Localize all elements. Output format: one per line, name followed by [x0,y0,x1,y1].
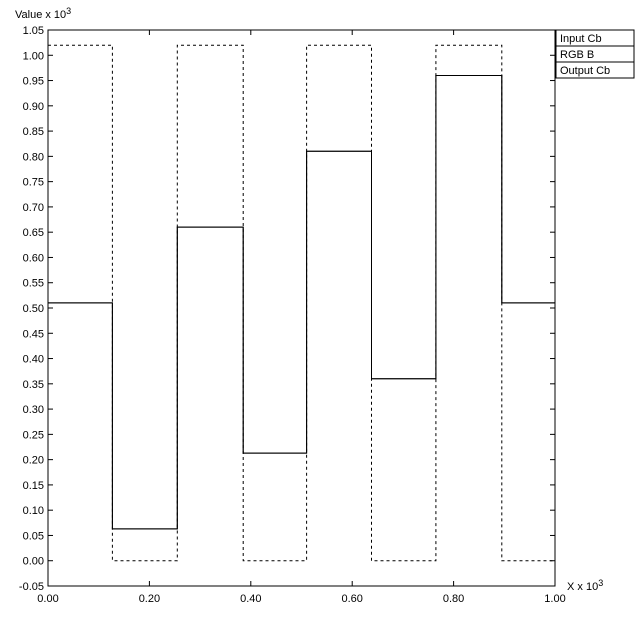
ytick-label: 0.25 [23,429,44,441]
series-input-cb [48,76,555,529]
ytick-label: 0.35 [23,379,44,391]
ytick-label: 0.55 [23,278,44,290]
ytick-label: 0.80 [23,151,44,163]
ytick-label: 0.50 [23,303,44,315]
xtick-label: 1.00 [544,593,565,605]
series-output-cb [48,76,555,529]
ytick-label: 0.40 [23,354,44,366]
ytick-label: 0.10 [23,505,44,517]
ytick-label: 0.65 [23,227,44,239]
xtick-label: 0.60 [341,593,362,605]
ytick-label: 0.05 [23,530,44,542]
ytick-label: -0.05 [19,581,44,593]
ytick-label: 0.95 [23,76,44,88]
legend-label: Output Cb [560,65,610,77]
ytick-label: 0.45 [23,328,44,340]
xtick-label: 0.40 [240,593,261,605]
ytick-label: 1.05 [23,25,44,37]
xtick-label: 0.20 [139,593,160,605]
ytick-label: 0.70 [23,202,44,214]
legend-label: Input Cb [560,33,602,45]
ylabel: Value x 103 [15,6,71,21]
xtick-label: 0.80 [443,593,464,605]
chart-container: -0.050.000.050.100.150.200.250.300.350.4… [0,0,637,635]
series-rgb-b [48,45,555,561]
ytick-label: 0.15 [23,480,44,492]
xtick-label: 0.00 [37,593,58,605]
ytick-label: 0.00 [23,556,44,568]
legend-label: RGB B [560,49,594,61]
ytick-label: 0.20 [23,455,44,467]
ytick-label: 0.75 [23,177,44,189]
xlabel: X x 103 [567,578,603,593]
ytick-label: 0.30 [23,404,44,416]
ytick-label: 0.85 [23,126,44,138]
plot-border [48,30,555,586]
ytick-label: 0.60 [23,252,44,264]
ytick-label: 0.90 [23,101,44,113]
ytick-label: 1.00 [23,50,44,62]
line-chart: -0.050.000.050.100.150.200.250.300.350.4… [0,0,637,635]
